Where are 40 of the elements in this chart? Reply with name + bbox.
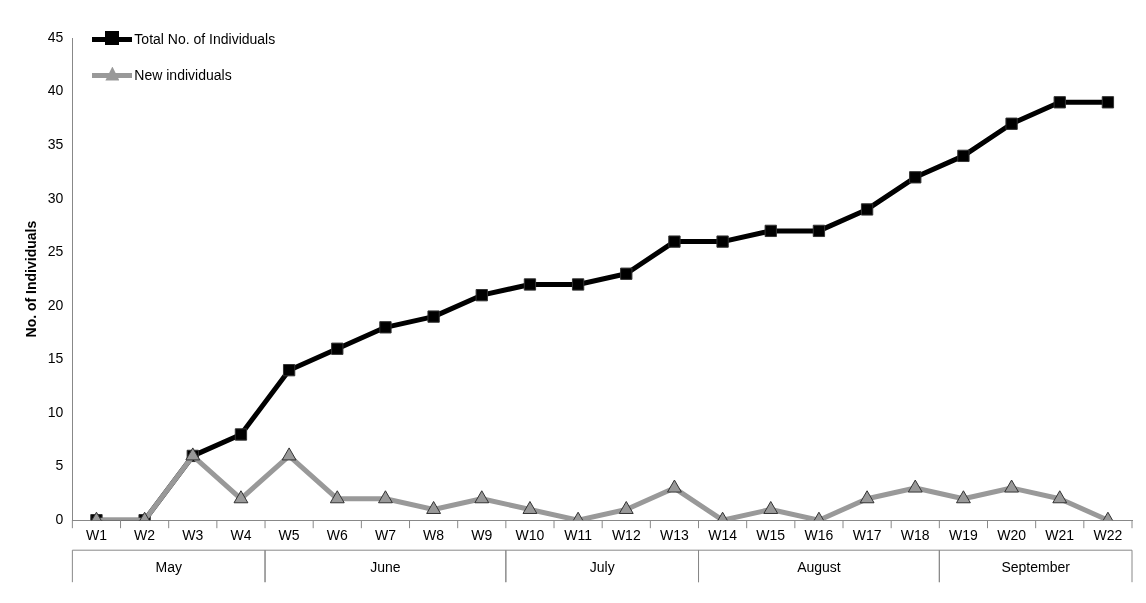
y-tick-label: 10: [47, 403, 64, 420]
text: July: [589, 559, 615, 576]
legend-label: Total No. of Individuals: [134, 31, 276, 47]
y-tick-label: 0: [55, 511, 64, 528]
x-tick-label: W5: [278, 527, 300, 544]
y-tick-label: 25: [47, 243, 64, 260]
x-tick-label: W10: [515, 527, 545, 544]
x-tick-label: W7: [374, 527, 397, 544]
y-tick-label: 15: [47, 350, 64, 367]
x-tick-label: W9: [471, 527, 493, 544]
x-tick-label: W3: [182, 527, 204, 544]
x-tick-label: W20: [997, 527, 1027, 544]
y-axis-title: No. of Individuals: [23, 220, 40, 338]
x-tick-label: W22: [1093, 527, 1123, 544]
y-tick-label: 5: [55, 457, 64, 474]
x-tick-label: W2: [134, 527, 156, 544]
x-tick-label: W8: [423, 527, 445, 544]
x-tick-label: W12: [611, 527, 641, 544]
x-tick-label: W11: [564, 527, 593, 544]
x-tick-label: W4: [230, 527, 252, 544]
x-tick-label: W18: [900, 527, 930, 544]
x-tick-label: W19: [949, 527, 979, 544]
x-tick-label: W14: [708, 527, 738, 544]
x-tick-label: W15: [756, 527, 786, 544]
x-tick-label: W17: [852, 527, 882, 544]
legend-label: New individuals: [134, 67, 232, 83]
x-tick-label: W21: [1045, 527, 1075, 544]
y-tick-label: 35: [47, 136, 64, 153]
y-tick-label: 40: [47, 82, 64, 99]
y-tick-label: 45: [47, 28, 64, 45]
x-tick-label: W6: [326, 527, 348, 544]
text: May: [155, 559, 182, 576]
text: June: [370, 559, 401, 576]
y-tick-label: 30: [47, 189, 64, 206]
text: August: [797, 559, 841, 576]
text: September: [1001, 559, 1071, 576]
x-tick-label: W13: [660, 527, 690, 544]
x-tick-label: W1: [85, 527, 108, 544]
x-tick-label: W16: [804, 527, 834, 544]
y-tick-label: 20: [47, 296, 64, 313]
